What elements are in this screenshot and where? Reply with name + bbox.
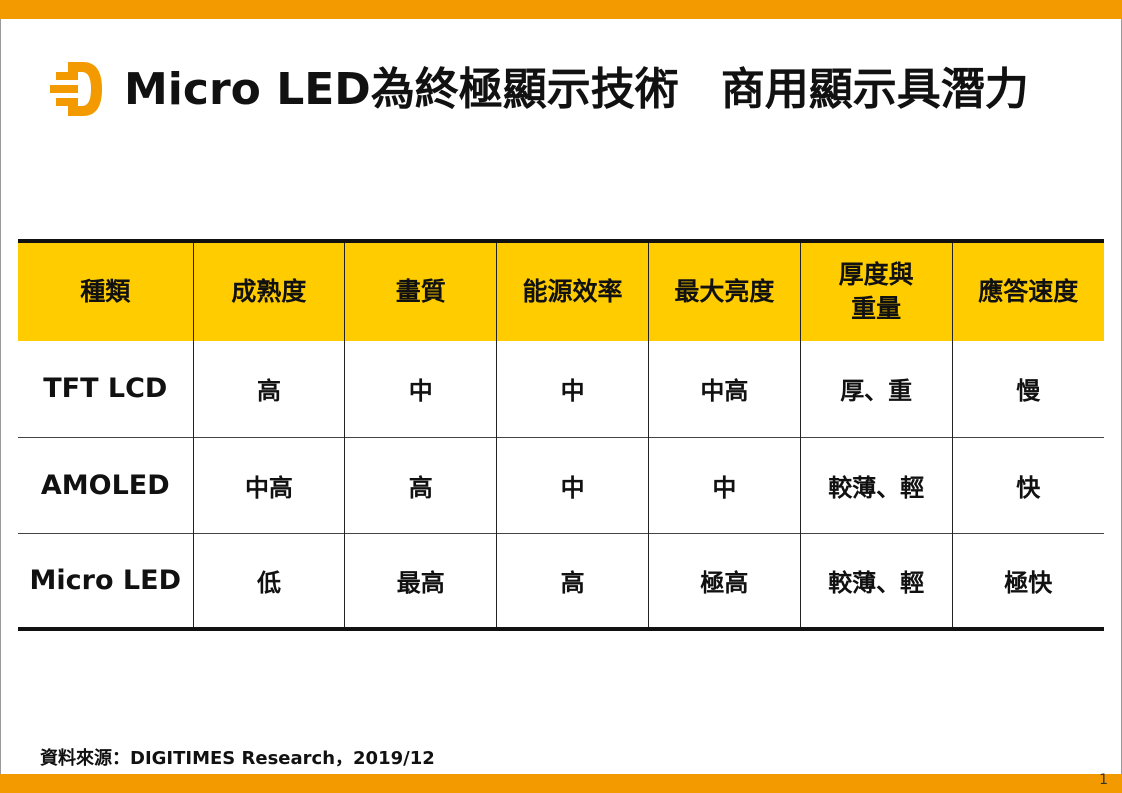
header-label-line1: 厚度與 <box>838 260 914 289</box>
table-cell: 中高 <box>647 341 801 437</box>
table-cell: 較薄、輕 <box>799 532 953 631</box>
header-label-line2: 重量 <box>851 294 902 323</box>
header-label: 種類 <box>80 277 131 306</box>
header-label: 畫質 <box>395 277 446 306</box>
table-header-row: 種類 成熟度 畫質 能源效率 最大亮度 厚度與重量 應答速度 <box>18 239 1104 341</box>
table-cell: 低 <box>192 532 345 631</box>
header-thickness-weight: 厚度與 重量 <box>799 239 953 341</box>
bottom-accent-bar <box>0 774 1122 793</box>
page-number: 1 <box>1099 772 1108 788</box>
table-cell: 高 <box>344 436 497 533</box>
table-cell: 慢 <box>951 341 1104 437</box>
header-max-brightness: 最大亮度 <box>647 239 801 341</box>
table-row: Micro LED 低 最高 高 極高 較薄、輕 極快 <box>18 532 1104 631</box>
comparison-table: 種類 成熟度 畫質 能源效率 最大亮度 厚度與重量 應答速度 TFT LCD 高… <box>18 239 1104 631</box>
header-maturity: 成熟度 <box>192 239 345 341</box>
digitimes-d-logo-icon <box>50 62 102 116</box>
table-cell: 中 <box>496 341 649 437</box>
header-image-quality: 畫質 <box>344 239 497 341</box>
header-label: 應答速度 <box>978 277 1079 306</box>
slide-title: Micro LED為終極顯示技術 商用顯示具潛力 <box>124 62 1029 118</box>
table-cell: 極高 <box>647 532 801 631</box>
table-cell: 高 <box>496 532 649 631</box>
table-cell: 中 <box>344 341 497 437</box>
header-label: 最大亮度 <box>674 277 775 306</box>
row-label-micro-led: Micro LED <box>18 532 194 631</box>
table-cell: 極快 <box>951 532 1104 631</box>
header-label: 能源效率 <box>522 277 623 306</box>
title-main: Micro LED為終極顯示技術 <box>124 64 679 115</box>
top-accent-bar <box>0 0 1122 19</box>
table-cell: 較薄、輕 <box>799 436 953 533</box>
source-note: 資料來源：DIGITIMES Research，2019/12 <box>40 748 435 769</box>
table-cell: 中 <box>647 436 801 533</box>
title-sub: 商用顯示具潛力 <box>720 64 1029 115</box>
table-cell: 高 <box>192 341 345 437</box>
table-cell: 中 <box>496 436 649 533</box>
header-response-speed: 應答速度 <box>951 239 1104 341</box>
row-label-tft-lcd: TFT LCD <box>43 373 168 405</box>
table-cell: 快 <box>951 436 1104 533</box>
header-energy-efficiency: 能源效率 <box>496 239 649 341</box>
table-cell: 中高 <box>192 436 345 533</box>
slide-left-border <box>0 0 1 793</box>
table-cell: 最高 <box>344 532 497 631</box>
header-label: 成熟度 <box>231 277 307 306</box>
header-type: 種類 <box>18 239 194 341</box>
table-row: TFT LCD 高 中 中 中高 厚、重 慢 <box>18 341 1104 437</box>
row-label-amoled: AMOLED <box>18 436 194 533</box>
table-cell: 厚、重 <box>799 341 953 437</box>
table-row: AMOLED 中高 高 中 中 較薄、輕 快 <box>18 436 1104 533</box>
